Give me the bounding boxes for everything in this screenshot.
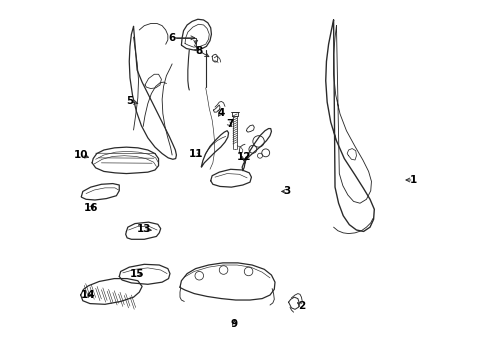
Text: 3: 3 — [284, 186, 291, 197]
Text: 8: 8 — [195, 46, 202, 56]
Text: 6: 6 — [169, 33, 176, 43]
Text: 16: 16 — [84, 203, 98, 213]
Text: 11: 11 — [189, 149, 203, 159]
Text: 5: 5 — [126, 96, 134, 107]
Text: 10: 10 — [74, 150, 89, 160]
Text: 7: 7 — [226, 119, 233, 129]
Text: 1: 1 — [410, 175, 417, 185]
Text: 15: 15 — [130, 269, 145, 279]
Text: 13: 13 — [137, 224, 151, 234]
Text: 14: 14 — [80, 290, 95, 300]
Text: 12: 12 — [237, 152, 251, 162]
Text: 9: 9 — [231, 319, 238, 329]
Text: 2: 2 — [298, 301, 306, 311]
Text: 4: 4 — [217, 108, 224, 118]
